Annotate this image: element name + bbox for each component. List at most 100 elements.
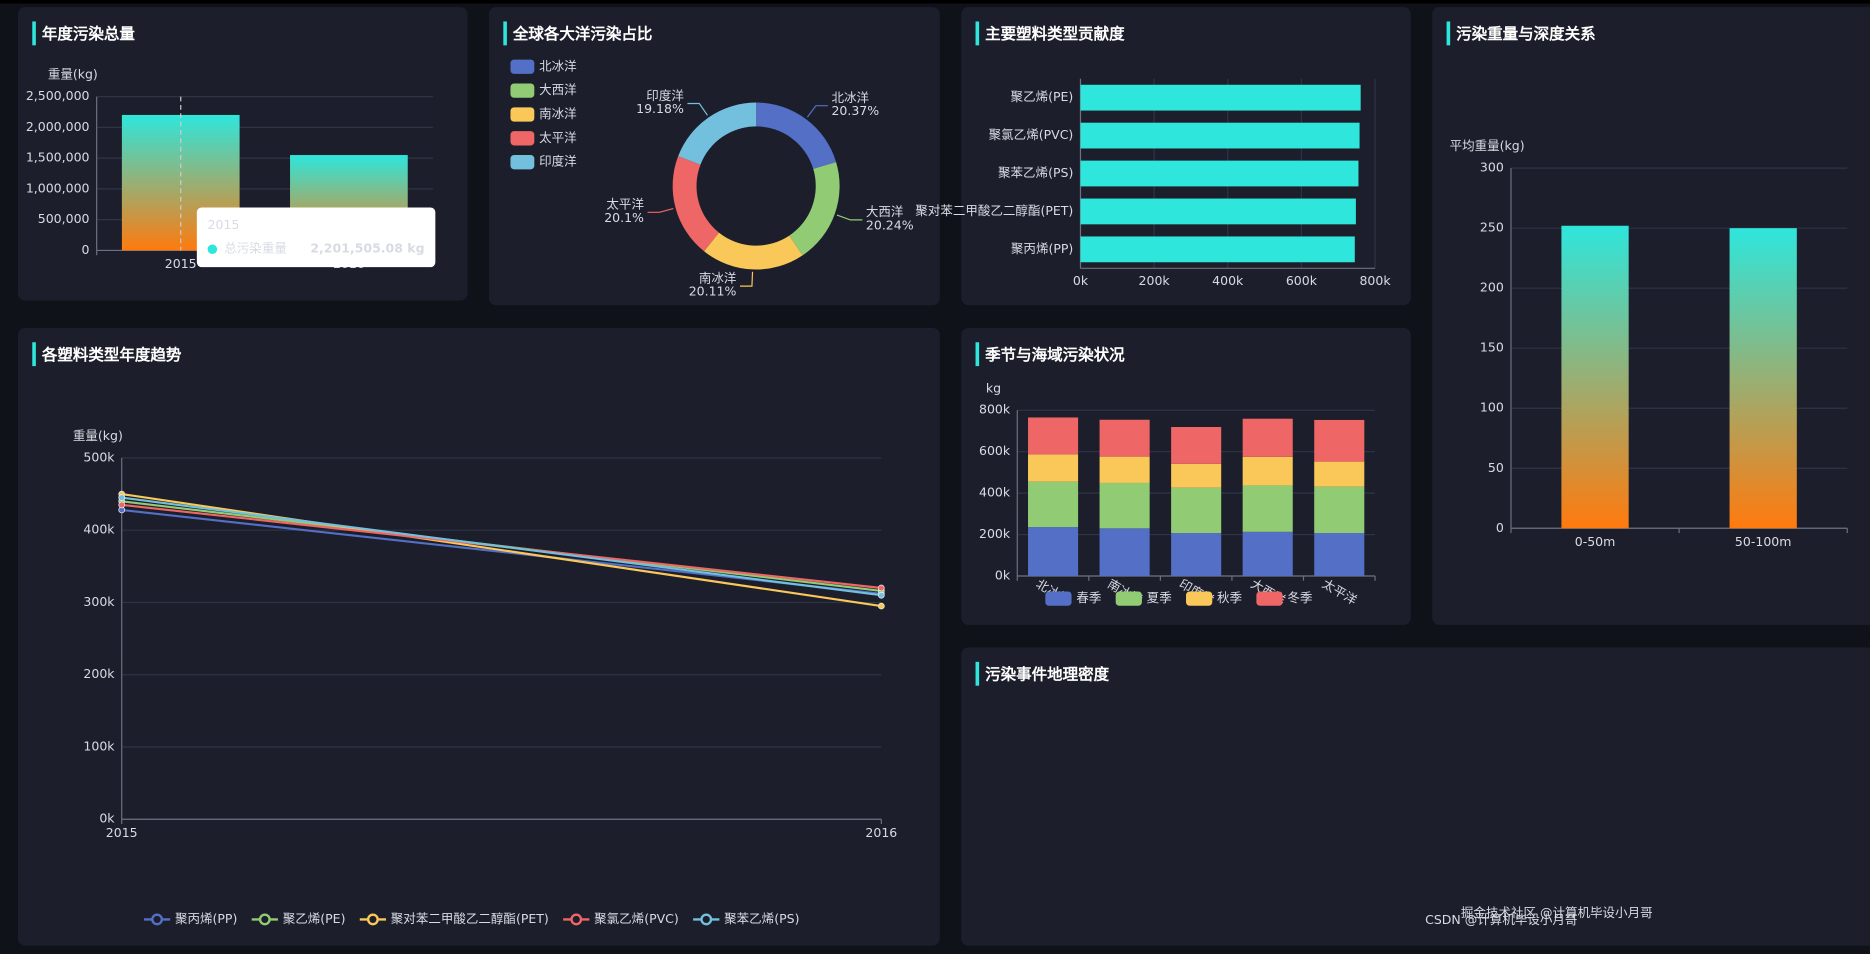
legend-marker [151,913,164,926]
top-strip [0,0,1870,4]
panel-title: 各塑料类型年度趋势 [41,345,182,364]
y-tick-label: 800k [979,402,1011,417]
legend-label: 秋季 [1217,590,1243,605]
legend-item: 聚乙烯(PE) [251,911,345,926]
legend-label: 聚对苯二甲酸乙二醇酯(PET) [391,911,549,926]
legend-swatch [510,155,535,170]
x-tick-label: 600k [1286,273,1318,288]
bar [1171,487,1222,534]
x-tick-label: 400k [1212,273,1244,288]
legend-label: 夏季 [1147,590,1173,605]
tooltip-title: 2015 [208,217,240,232]
bar [1099,456,1150,483]
bar [1028,481,1079,528]
bar [1561,225,1629,529]
bar [1080,198,1356,225]
panel-title: 主要塑料类型贡献度 [985,24,1125,43]
y-tick-label: 200 [1480,280,1504,295]
bar [1080,160,1359,187]
y-tick-label: 0k [995,567,1011,582]
y-tick-label: 聚乙烯(PE) [1011,89,1074,104]
y-tick-label: 150 [1480,340,1504,355]
point [118,501,126,509]
legend-label: 聚苯乙烯(PS) [724,911,799,926]
bar [1080,236,1355,263]
y-axis-label: kg [986,380,1001,395]
legend-swatch [510,107,535,122]
x-tick-label: 200k [1139,273,1171,288]
slice-value: 20.24% [866,217,914,232]
legend-swatch [1256,591,1283,606]
tooltip-series: 总污染重量 [224,241,287,256]
title-marker [975,342,980,367]
bar [1314,533,1365,576]
legend-item: 聚对苯二甲酸乙二醇酯(PET) [359,911,549,926]
bar [1242,418,1293,457]
y-tick-label: 0 [1496,520,1504,535]
panel [961,7,1411,306]
x-tick-label: 2015 [106,825,138,840]
panel-title: 季节与海域污染状况 [984,345,1125,364]
x-tick-label: 2016 [865,825,897,840]
watermark: 掘金技术社区 @计算机毕设小月哥 [1461,905,1653,920]
tooltip-marker [207,244,218,255]
y-tick-label: 400k [83,522,115,537]
panel [17,327,940,946]
slice-label: 南冰洋 [699,270,737,285]
legend-label: 春季 [1076,590,1102,605]
pie-slice [704,232,803,270]
legend: 春季 夏季 秋季 冬季 [1045,590,1313,606]
bar [1242,531,1293,576]
point [877,602,885,610]
legend-swatch [1115,591,1142,606]
legend-item: 秋季 [1186,590,1243,606]
legend-label: 北冰洋 [539,58,577,73]
bar [1729,228,1797,529]
bar [1171,427,1222,464]
legend-item: 聚丙烯(PP) [143,911,237,926]
y-tick-label: 1,500,000 [26,150,90,165]
y-tick-label: 500,000 [38,211,90,226]
slice-label: 北冰洋 [831,90,869,105]
title-marker [32,21,36,46]
bar [1080,122,1360,149]
x-tick-label: 50-100m [1735,534,1792,549]
y-tick-label: 100k [83,738,115,753]
legend-item: 夏季 [1115,590,1173,606]
y-tick-label: 50 [1488,460,1504,475]
y-axis-label: 平均重量(kg) [1450,138,1525,153]
y-tick-label: 400k [979,485,1011,500]
slice-value: 20.1% [604,210,644,225]
watermark: CSDN @计算机毕设小月哥 [1425,912,1577,927]
label-line [806,105,828,118]
bar [1171,533,1222,576]
bar [1314,461,1365,487]
bar [1099,528,1150,576]
panel-title: 污染重量与深度关系 [1456,24,1596,43]
slice-label: 大西洋 [866,204,904,219]
x-tick-label: 0-50m [1575,534,1616,549]
series-line [121,492,882,608]
slice-label: 印度洋 [646,88,684,103]
panel-title: 全球各大洋污染占比 [512,24,653,43]
bar [1080,84,1361,111]
slice-label: 太平洋 [606,197,644,212]
y-tick-label: 200k [83,666,115,681]
tooltip-value: 2,201,505.08 kg [310,241,424,256]
bar [1242,485,1293,532]
bar [1242,456,1293,486]
y-tick-label: 300k [83,594,115,609]
legend-label: 印度洋 [539,154,577,169]
panel-title: 污染事件地理密度 [985,664,1110,683]
y-tick-label: 300 [1480,160,1504,175]
y-tick-label: 600k [979,443,1011,458]
point [877,591,885,599]
panel [961,647,1870,946]
legend-swatch [510,131,535,146]
pie-slice [789,162,840,256]
bar [1099,482,1150,529]
slice-value: 20.11% [689,284,737,299]
label-line [740,271,754,287]
bar [1099,419,1150,457]
panel [489,7,940,306]
